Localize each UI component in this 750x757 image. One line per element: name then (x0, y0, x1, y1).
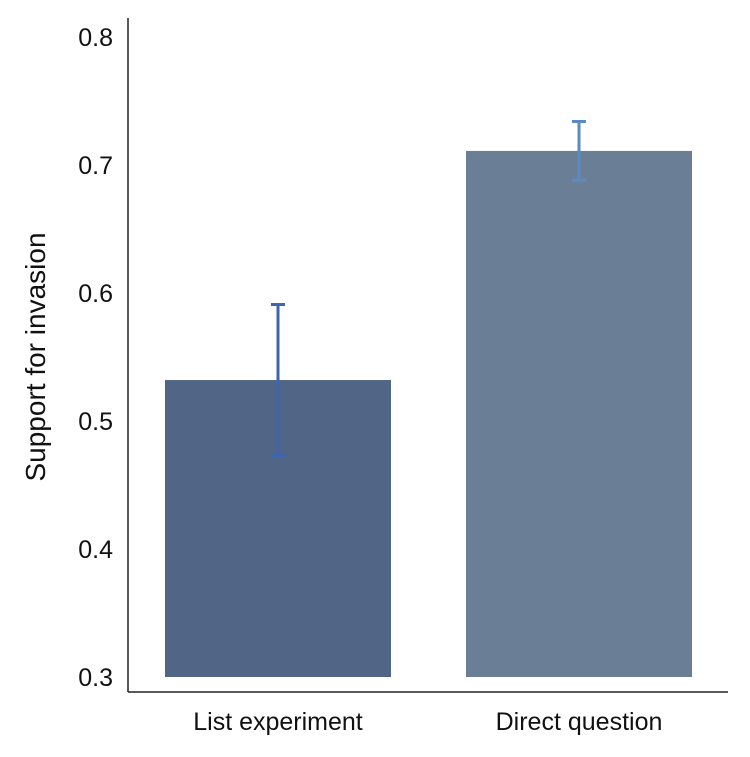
x-category-label: Direct question (496, 708, 663, 736)
y-axis-title: Support for invasion (20, 232, 51, 481)
y-axis-ticks: 0.3 0.4 0.5 0.6 0.7 0.8 (78, 24, 113, 692)
x-category-label: List experiment (193, 708, 363, 736)
bar-direct-question (466, 150, 692, 678)
error-bar (271, 303, 285, 458)
error-bar (572, 119, 586, 182)
error-bars (271, 119, 586, 458)
bars (165, 150, 692, 678)
y-tick-label: 0.8 (78, 24, 113, 52)
y-tick-label: 0.4 (78, 536, 113, 564)
y-tick-label: 0.5 (78, 408, 113, 436)
y-tick-label: 0.6 (78, 280, 113, 308)
x-axis-labels: List experiment Direct question (193, 708, 662, 736)
y-tick-label: 0.7 (78, 152, 113, 180)
y-tick-label: 0.3 (78, 664, 113, 692)
